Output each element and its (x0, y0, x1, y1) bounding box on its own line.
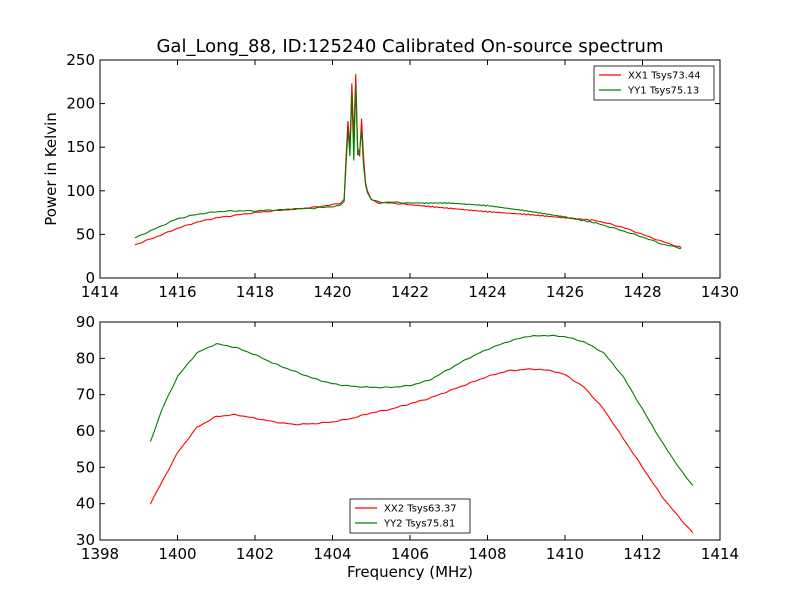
y-tick-label: 50 (76, 458, 95, 476)
x-axis-label: Frequency (MHz) (347, 563, 473, 581)
x-tick-label: 1426 (546, 283, 584, 301)
x-tick-label: 1414 (701, 545, 739, 563)
y-tick-label: 50 (76, 225, 95, 243)
series-line-1 (134, 73, 682, 248)
y-tick-label: 90 (76, 313, 95, 331)
x-tick-label: 1420 (313, 283, 351, 301)
y-tick-label: 0 (85, 269, 95, 287)
y-tick-label: 250 (66, 51, 95, 69)
y-tick-label: 40 (76, 495, 95, 513)
x-tick-label: 1430 (701, 283, 739, 301)
y-tick-label: 60 (76, 422, 95, 440)
top-spectrum-plot: 1414 1416 1418 1420 1422 1424 1426 1428 1430 0 50 1… (66, 51, 739, 301)
x-tick-label: 1428 (623, 283, 661, 301)
y-tick-label: 70 (76, 386, 95, 404)
y-tick-label: 80 (76, 349, 95, 367)
x-tick-label: 1404 (313, 545, 351, 563)
chart-title: Gal_Long_88, ID:125240 Calibrated On-sou… (156, 36, 663, 57)
series-line-1 (149, 368, 694, 534)
y-tick-label: 30 (76, 531, 95, 549)
x-tick-label: 1412 (623, 545, 661, 563)
x-tick-label: 1406 (391, 545, 429, 563)
series-line-2 (134, 84, 682, 249)
y-axis-label: Power in Kelvin (42, 112, 60, 226)
legend-entry: YY1 Tsys75.13 (627, 86, 699, 97)
legend: XX1 Tsys73.44 YY1 Tsys75.13 (593, 65, 715, 101)
bottom-spectrum-plot: 1398 1400 1402 1404 1406 1408 1410 1412 1414 30 40… (76, 313, 739, 563)
x-tick-label: 1414 (81, 283, 119, 301)
legend-entry: XX1 Tsys73.44 (628, 71, 701, 82)
y-tick-label: 100 (66, 182, 95, 200)
x-tick-label: 1398 (81, 545, 119, 563)
x-tick-label: 1408 (468, 545, 506, 563)
x-tick-label: 1424 (468, 283, 506, 301)
x-tick-label: 1402 (236, 545, 274, 563)
x-tick-label: 1400 (158, 545, 196, 563)
series-line-2 (149, 334, 694, 486)
legend-entry: YY2 Tsys75.81 (383, 519, 455, 530)
x-tick-label: 1422 (391, 283, 429, 301)
legend-box (349, 498, 471, 534)
x-tick-label: 1416 (158, 283, 196, 301)
x-tick-label: 1418 (236, 283, 274, 301)
x-tick-label: 1410 (546, 545, 584, 563)
legend: XX2 Tsys63.37 YY2 Tsys75.81 (349, 498, 471, 534)
legend-box (593, 65, 715, 101)
y-tick-label: 150 (66, 138, 95, 156)
y-tick-label: 200 (66, 95, 95, 113)
legend-entry: XX2 Tsys63.37 (384, 504, 457, 515)
